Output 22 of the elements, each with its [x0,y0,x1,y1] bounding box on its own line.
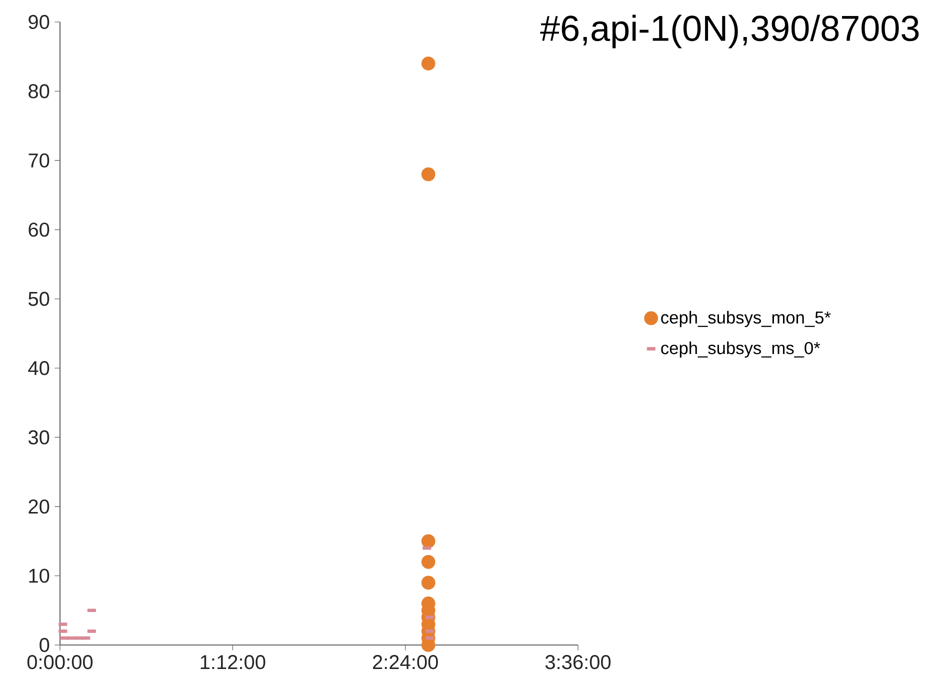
point [421,555,436,569]
legend-label: ceph_subsys_mon_5* [661,310,831,328]
y-tick-label: 0 [40,638,50,652]
legend-label: ceph_subsys_ms_0* [661,341,820,358]
y-tick-label: 30 [28,430,50,444]
y-tick-label: 50 [28,292,50,306]
text: #6,api-1(0N),390/87003 [540,14,919,48]
y-tick-label: 80 [28,84,50,98]
y-tick-label: 90 [28,14,50,30]
x-tick-label: 3:36:00 [545,655,611,670]
y-tick-label: 40 [28,361,50,376]
y-tick-label: 10 [29,568,50,583]
point [421,534,436,548]
point [421,576,436,590]
y-tick-label: 60 [28,222,50,237]
point [421,56,436,70]
point [421,167,436,182]
y-tick-label: 70 [28,153,50,168]
x-tick-label: 0:00:00 [27,655,93,670]
x-tick-label: 1:12:00 [200,655,266,670]
x-tick-label: 2:24:00 [372,655,438,670]
y-tick-label: 20 [28,499,50,514]
